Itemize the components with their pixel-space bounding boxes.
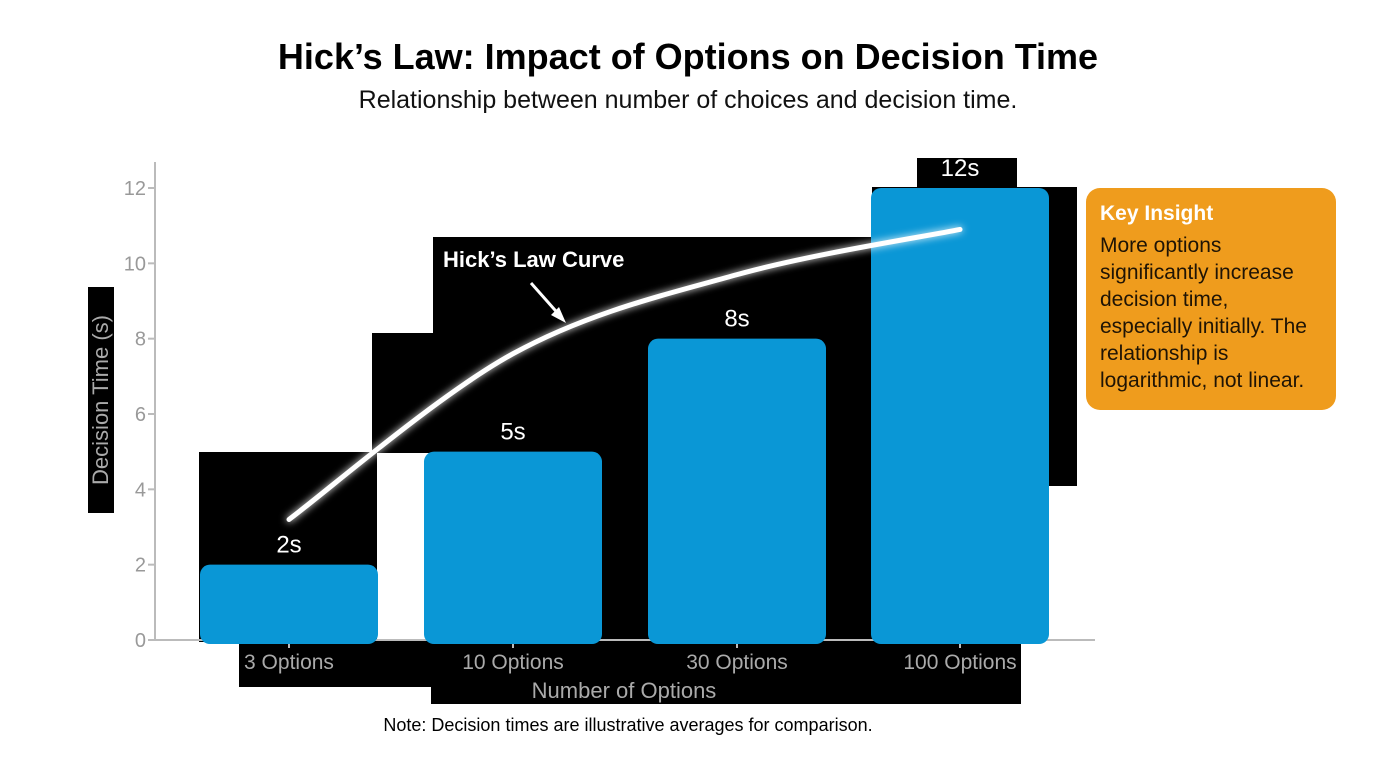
backdrop-panel-1 [372,333,442,453]
curve-arrow-head [551,307,566,323]
y-axis-title: Decision Time (s) [88,315,113,485]
bar-value-label: 8s [724,306,749,333]
y-tick-label: 2 [135,555,146,577]
chart-title: Hick’s Law: Impact of Options on Decisio… [277,36,1099,77]
x-tick-label: 3 Options [244,651,334,674]
x-tick-label: 100 Options [903,651,1016,674]
x-tick-label: 10 Options [462,651,564,674]
chart-subtitle: Relationship between number of choices a… [358,86,1018,114]
hicks-law-curve [286,226,963,522]
y-tick-label: 0 [135,630,146,652]
bar-4 [871,188,1049,644]
backdrop-panel-7 [431,687,1021,704]
key-insight-box: Key Insight More options significantly i… [1086,188,1336,410]
bar-value-label: 2s [276,532,301,559]
bar-3 [648,338,826,644]
bar-2 [424,451,602,644]
x-tick-label: 30 Options [686,651,788,674]
x-axis-title: Number of Options [532,678,717,703]
bar-value-label: 5s [500,419,525,446]
y-tick-label: 6 [135,404,146,426]
key-insight-heading: Key Insight [1100,202,1214,225]
y-tick-label: 4 [135,479,146,501]
bar-1 [200,564,378,644]
backdrop-panel-4 [917,158,1017,188]
footnote: Note: Decision times are illustrative av… [383,715,873,735]
y-tick-label: 8 [135,329,146,351]
y-tick-label: 10 [124,253,146,275]
bar-value-label: 12s [941,155,980,182]
backdrop-panel-5 [88,287,114,513]
y-tick-label: 12 [124,178,146,200]
key-insight-text: More options significantly increase deci… [1100,234,1307,392]
backdrop-panel-6 [239,640,1021,687]
curve-label: Hick’s Law Curve [443,247,624,272]
